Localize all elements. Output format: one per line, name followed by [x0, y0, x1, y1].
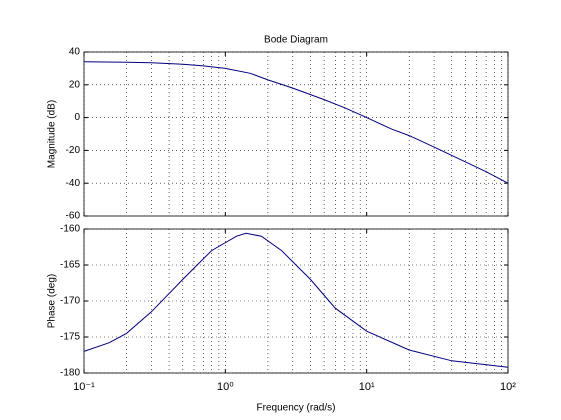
x-tick-label: 10¹ [359, 381, 375, 393]
line-series [83, 232, 509, 368]
y-tick-label: -170 [60, 296, 80, 307]
y-tick-label: 40 [69, 47, 81, 58]
y-axis-label: Magnitude (dB) [47, 100, 58, 168]
line-series [83, 61, 509, 184]
x-axis-label: Frequency (rad/s) [257, 403, 336, 414]
plot-frame [83, 51, 509, 217]
x-tick-label: 10⁰ [217, 381, 234, 393]
x-tick-label: 10² [500, 381, 516, 393]
plot-area [84, 52, 508, 216]
y-tick-label: -40 [66, 178, 81, 189]
y-tick-label: -175 [60, 332, 80, 343]
y-tick-label: -160 [60, 224, 80, 235]
y-tick-label: -180 [60, 368, 80, 379]
y-tick-label: -165 [60, 260, 80, 271]
y-tick-label: -60 [66, 211, 81, 222]
x-tick-label: 10⁻¹ [73, 381, 95, 393]
y-axis-label: Phase (deg) [47, 274, 58, 328]
plot-frame [83, 228, 509, 374]
y-tick-label: 0 [74, 112, 80, 123]
y-tick-label: 20 [69, 79, 81, 90]
chart-title: Bode Diagram [264, 35, 328, 46]
y-tick-label: -20 [66, 145, 81, 156]
